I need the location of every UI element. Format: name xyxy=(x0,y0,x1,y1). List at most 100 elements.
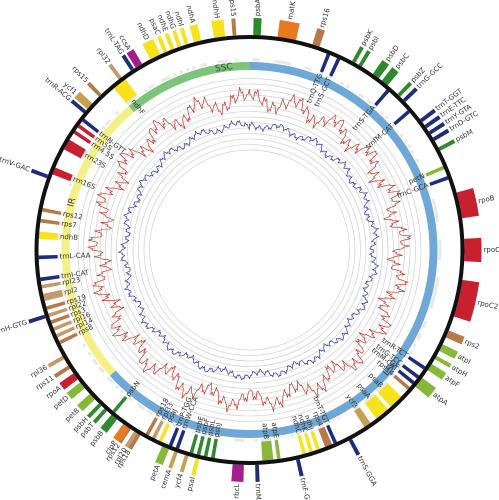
gene-shade-4 xyxy=(327,75,333,80)
gene-block-48 xyxy=(168,451,178,469)
gene-shade-12 xyxy=(391,122,396,128)
gene-shade-81 xyxy=(66,306,71,311)
gene-block-46 xyxy=(191,458,200,476)
gene-block-92 xyxy=(70,99,87,114)
gene-label-0: psbA xyxy=(254,0,263,16)
gene-block-20 xyxy=(456,188,479,219)
gene-shade-34 xyxy=(352,404,360,412)
gene-block-63 xyxy=(100,414,118,433)
gene-label-67: petD xyxy=(52,394,70,411)
gene-shade-55 xyxy=(176,424,181,429)
gene-block-71 xyxy=(47,355,65,368)
gene-shade-22 xyxy=(429,276,440,310)
gene-shade-25 xyxy=(412,343,417,348)
gene-block-58 xyxy=(145,417,158,436)
gene-shade-9 xyxy=(372,104,377,109)
gene-block-84 xyxy=(40,218,60,225)
gene-block-22 xyxy=(453,279,480,322)
grid-ring-1 xyxy=(143,144,356,356)
gene-shade-83 xyxy=(57,233,62,241)
gene-block-9 xyxy=(374,89,390,107)
gene-label-17: psbM xyxy=(454,128,474,144)
gene-shade-29 xyxy=(399,362,404,367)
gene-shade-32 xyxy=(375,381,388,393)
gene-shade-23 xyxy=(422,320,428,329)
gene-shade-65 xyxy=(114,384,120,390)
gene-block-68 xyxy=(112,396,128,413)
gene-block-50 xyxy=(211,438,218,459)
gene-shade-35 xyxy=(336,416,342,421)
gene-block-24 xyxy=(439,344,459,359)
gene-label-105: ndhH xyxy=(210,0,221,19)
gene-block-76 xyxy=(48,307,68,317)
gene-shade-67 xyxy=(98,366,105,374)
gene-shade-88 xyxy=(80,149,89,160)
gene-block-86 xyxy=(30,168,49,179)
gene-label-104: ndhA xyxy=(185,4,197,24)
gene-shade-2 xyxy=(304,66,313,72)
gene-label-22: rpoC2 xyxy=(477,299,499,312)
gene-block-77 xyxy=(46,301,66,310)
gene-shade-10 xyxy=(379,110,385,116)
gene-shade-78 xyxy=(61,289,67,297)
gene-shade-42 xyxy=(274,436,278,441)
gene-label-35: trnS-GGA xyxy=(356,455,379,488)
gene-block-57 xyxy=(152,420,164,439)
gene-block-19 xyxy=(429,176,449,186)
gene-shade-5 xyxy=(339,81,345,86)
gene-block-89 xyxy=(73,130,92,145)
gene-label-27: atpA xyxy=(431,391,449,407)
gene-label-41: trnF-GAA xyxy=(298,477,313,500)
grid-ring-2 xyxy=(138,138,361,362)
gene-block-12 xyxy=(393,110,410,126)
gene-shade-3 xyxy=(318,71,323,76)
gene-block-103 xyxy=(179,27,189,45)
gene-shade-61 xyxy=(149,411,154,416)
gene-shade-40 xyxy=(296,432,301,436)
gene-block-44 xyxy=(255,464,260,482)
gene-block-98 xyxy=(126,49,142,68)
gene-shade-86 xyxy=(68,182,73,187)
gene-block-78 xyxy=(43,289,64,302)
gene-block-13 xyxy=(420,108,436,123)
gene-shade-69 xyxy=(92,358,99,366)
region-ring xyxy=(61,62,438,439)
gene-block-51 xyxy=(203,437,212,457)
gene-block-55 xyxy=(168,427,180,447)
gene-block-10 xyxy=(397,81,413,97)
gene-block-104 xyxy=(189,23,202,43)
gene-block-23 xyxy=(445,330,465,345)
gene-shade-101 xyxy=(179,70,184,75)
gene-shade-50 xyxy=(214,435,219,440)
gene-label-96: rpl32 xyxy=(95,46,112,65)
gene-label-52: psbF xyxy=(200,417,212,435)
grid-ring-9 xyxy=(99,100,400,400)
gene-block-94 xyxy=(74,91,93,109)
grid-ring-10 xyxy=(94,94,405,406)
gene-block-7 xyxy=(372,59,390,79)
gene-shade-57 xyxy=(160,417,166,422)
gene-block-106 xyxy=(231,18,237,36)
gene-shade-56 xyxy=(166,420,172,425)
gene-shade-58 xyxy=(154,414,160,419)
gene-block-31 xyxy=(393,374,410,390)
gene-block-33 xyxy=(365,394,388,419)
gene-label-2: rps16 xyxy=(318,7,332,29)
gene-shade-24 xyxy=(416,332,423,341)
gene-shade-54 xyxy=(182,427,187,431)
gene-block-54 xyxy=(175,429,186,449)
gene-block-96 xyxy=(108,63,122,80)
gene-label-21: rpoC1 xyxy=(484,246,499,254)
region-label-ssc: SSC xyxy=(214,62,233,74)
gene-shade-30 xyxy=(395,367,400,373)
gene-label-83: ndhB xyxy=(60,233,79,242)
grid-ring-6 xyxy=(116,116,383,384)
gene-shade-95 xyxy=(114,110,120,116)
gene-shade-16 xyxy=(410,149,415,155)
gene-block-81 xyxy=(28,314,46,324)
gene-shade-36 xyxy=(324,421,330,427)
gene-shade-94 xyxy=(104,119,112,126)
gene-shade-7 xyxy=(357,92,366,100)
gene-shade-75 xyxy=(68,313,73,318)
